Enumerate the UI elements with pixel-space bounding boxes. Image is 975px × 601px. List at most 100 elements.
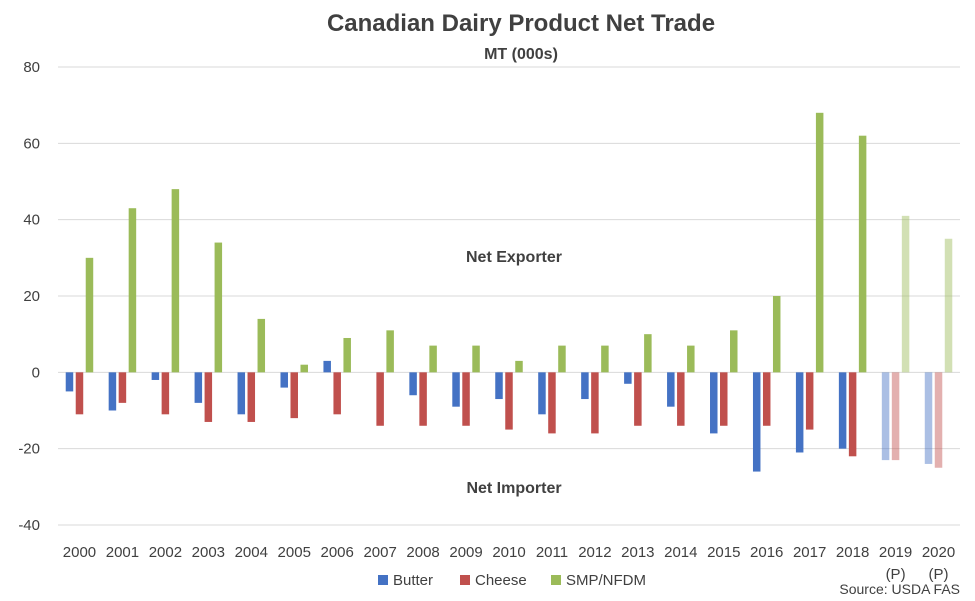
bar-butter	[795, 372, 804, 453]
net-exporter-label: Net Exporter	[466, 249, 562, 266]
bar-smp-nfdm	[901, 215, 910, 373]
x-tick-label: 2010	[492, 544, 525, 561]
x-tick-label: 2015	[707, 544, 740, 561]
x-tick-label: 2000	[63, 544, 96, 561]
bar-butter	[409, 372, 417, 396]
bar-butter	[280, 372, 288, 388]
bar-cheese	[720, 372, 728, 426]
y-tick-label: -20	[18, 441, 40, 458]
x-tick-sublabel: (P)	[929, 566, 949, 583]
x-tick-label: 2008	[406, 544, 439, 561]
legend-swatch-smp-nfdm	[551, 575, 561, 585]
bar-cheese	[462, 372, 470, 426]
y-tick-label: 20	[23, 288, 40, 305]
bar-butter	[237, 372, 246, 415]
x-tick-label: 2016	[750, 544, 783, 561]
bar-butter	[752, 372, 761, 472]
x-tick-label: 2017	[793, 544, 826, 561]
bar-smp-nfdm	[214, 242, 223, 373]
chart-subtitle: MT (000s)	[484, 46, 558, 63]
bar-smp-nfdm	[85, 257, 94, 373]
bar-series	[65, 112, 953, 472]
bar-smp-nfdm	[386, 330, 394, 373]
x-tick-label: 2013	[621, 544, 654, 561]
x-tick-label: 2006	[321, 544, 354, 561]
bar-cheese	[247, 372, 256, 422]
bar-smp-nfdm	[171, 189, 180, 373]
bar-butter	[538, 372, 546, 415]
bar-smp-nfdm	[730, 330, 738, 373]
bar-butter	[924, 372, 933, 464]
bar-smp-nfdm	[343, 337, 351, 373]
bar-smp-nfdm	[429, 345, 437, 373]
x-axis-ticks: 2000 2001 2002 2003 2004 2005 2006 2007 2008 2009…	[63, 544, 955, 583]
bar-butter	[710, 372, 718, 434]
bar-cheese	[591, 372, 599, 434]
bar-smp-nfdm	[472, 345, 480, 373]
x-tick-label: 2005	[278, 544, 311, 561]
bar-smp-nfdm	[815, 112, 824, 373]
bar-cheese	[805, 372, 814, 430]
bar-butter	[667, 372, 675, 407]
y-tick-label: 40	[23, 212, 40, 229]
bar-smp-nfdm	[128, 208, 137, 373]
bar-cheese	[161, 372, 170, 415]
x-tick-label: 2004	[235, 544, 268, 561]
bar-smp-nfdm	[558, 345, 566, 373]
x-tick-label: 2020	[922, 544, 955, 561]
bar-cheese	[118, 372, 127, 403]
bar-cheese	[634, 372, 642, 426]
bar-butter	[151, 372, 160, 380]
bar-cheese	[934, 372, 943, 468]
legend-swatch-butter	[378, 575, 388, 585]
bar-butter	[323, 360, 331, 373]
x-tick-label: 2014	[664, 544, 697, 561]
bar-butter	[581, 372, 589, 400]
y-axis-ticks: -40 -20 0 20 40 60 80	[18, 59, 40, 534]
y-tick-label: 0	[32, 364, 40, 381]
bar-cheese	[762, 372, 771, 426]
x-tick-label: 2011	[536, 544, 568, 561]
legend-label: Cheese	[475, 572, 527, 589]
x-tick-label: 2002	[149, 544, 182, 561]
x-tick-label: 2001	[106, 544, 139, 561]
bar-cheese	[848, 372, 857, 457]
bar-smp-nfdm	[257, 318, 266, 373]
bar-cheese	[548, 372, 556, 434]
legend-swatch-cheese	[460, 575, 470, 585]
x-tick-label: 2012	[578, 544, 611, 561]
y-tick-label: 80	[23, 59, 40, 76]
bar-smp-nfdm	[772, 296, 781, 373]
y-tick-label: -40	[18, 517, 40, 534]
bar-butter	[495, 372, 503, 400]
bar-cheese	[505, 372, 513, 430]
bar-smp-nfdm	[300, 364, 308, 373]
bar-smp-nfdm	[687, 345, 695, 373]
bar-cheese	[677, 372, 685, 426]
x-tick-label: 2009	[449, 544, 482, 561]
bar-cheese	[419, 372, 427, 426]
bar-butter	[65, 372, 74, 392]
bar-cheese	[891, 372, 900, 461]
bar-butter	[452, 372, 460, 407]
bar-smp-nfdm	[858, 135, 867, 373]
bar-cheese	[333, 372, 341, 415]
bar-butter	[624, 372, 632, 384]
x-tick-label: 2019	[879, 544, 912, 561]
bar-butter	[108, 372, 117, 411]
bar-cheese	[204, 372, 213, 422]
x-tick-label: 2003	[192, 544, 225, 561]
x-tick-sublabel: (P)	[886, 566, 906, 583]
bar-smp-nfdm	[644, 334, 652, 373]
bar-cheese	[290, 372, 298, 419]
legend-label: SMP/NFDM	[566, 572, 646, 589]
gridlines	[58, 66, 960, 526]
bar-smp-nfdm	[944, 238, 953, 373]
bar-butter	[838, 372, 847, 449]
bar-smp-nfdm	[601, 345, 609, 373]
source-note: Source: USDA FAS	[839, 581, 960, 597]
bar-cheese	[376, 372, 384, 426]
bar-butter	[194, 372, 203, 403]
x-tick-label: 2018	[836, 544, 869, 561]
